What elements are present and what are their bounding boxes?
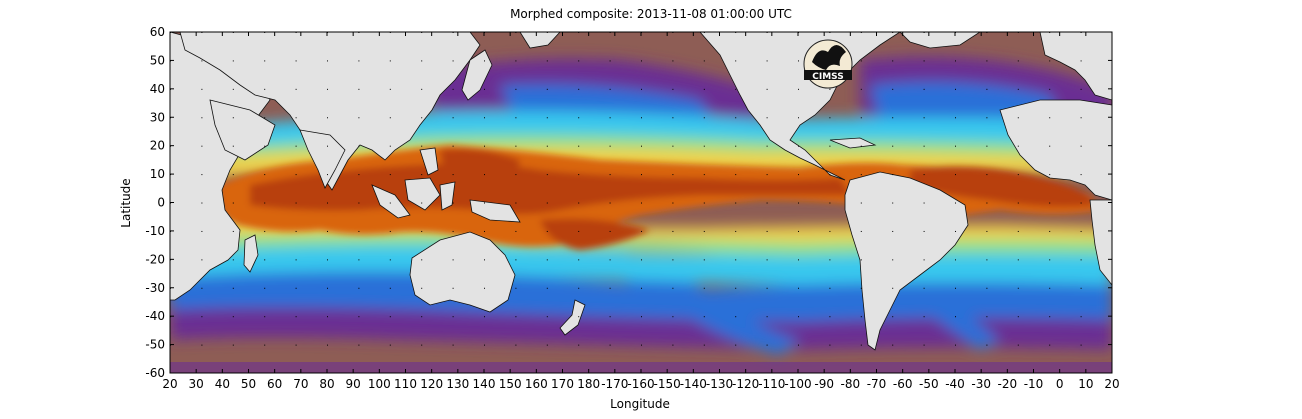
y-tick-label: 60	[150, 25, 165, 39]
x-tick-label: -60	[893, 377, 913, 391]
y-axis-ticks: 60 50 40 30 20 10 0 -10 -20 -30 -40 -50 -60	[145, 25, 1112, 380]
x-tick-label: -150	[654, 377, 681, 391]
x-tick-label: 120	[420, 377, 443, 391]
x-tick-label: -50	[919, 377, 939, 391]
x-tick-label: 140	[473, 377, 496, 391]
y-tick-label: -30	[145, 281, 165, 295]
x-tick-label: 60	[267, 377, 282, 391]
x-tick-label: -100	[784, 377, 811, 391]
x-tick-label: -30	[971, 377, 991, 391]
x-tick-label: -80	[841, 377, 861, 391]
plot-area: CIMSS	[170, 32, 1112, 373]
x-tick-label: 20	[1104, 377, 1119, 391]
x-tick-label: 110	[394, 377, 417, 391]
x-tick-label: 70	[293, 377, 308, 391]
x-tick-label: 30	[189, 377, 204, 391]
x-tick-label: 80	[319, 377, 334, 391]
x-tick-label: 150	[499, 377, 522, 391]
x-tick-label: -110	[758, 377, 785, 391]
x-tick-label: -70	[867, 377, 887, 391]
x-tick-label: -10	[1024, 377, 1044, 391]
y-tick-label: -60	[145, 366, 165, 380]
x-tick-label: 50	[241, 377, 256, 391]
x-tick-label: 10	[1078, 377, 1093, 391]
x-tick-label: 130	[446, 377, 469, 391]
x-axis-label: Longitude	[610, 397, 670, 411]
y-tick-label: -10	[145, 224, 165, 238]
graticule-dots	[170, 32, 1112, 373]
y-tick-label: 40	[150, 82, 165, 96]
x-axis-ticks: 20 30 40 50 60 70 80 90 100 110 120 130 140 150 160 170…	[162, 32, 1120, 391]
x-tick-label: 170	[551, 377, 574, 391]
x-tick-label: 160	[525, 377, 548, 391]
cimss-logo-text: CIMSS	[812, 72, 843, 82]
y-tick-label: 20	[150, 139, 165, 153]
x-tick-label: 180	[577, 377, 600, 391]
y-tick-label: -20	[145, 252, 165, 266]
y-tick-label: 10	[150, 167, 165, 181]
x-tick-label: -170	[601, 377, 628, 391]
chart-title: Morphed composite: 2013-11-08 01:00:00 U…	[510, 7, 792, 21]
x-tick-label: 90	[346, 377, 361, 391]
x-tick-label: -40	[945, 377, 965, 391]
x-tick-label: 100	[368, 377, 391, 391]
x-tick-label: -20	[998, 377, 1018, 391]
y-tick-label: 30	[150, 110, 165, 124]
y-tick-label: -50	[145, 338, 165, 352]
cimss-logo: CIMSS	[803, 39, 853, 89]
x-tick-label: -160	[627, 377, 654, 391]
x-tick-label: 40	[215, 377, 230, 391]
x-tick-label: 20	[162, 377, 177, 391]
x-tick-label: 0	[1056, 377, 1064, 391]
y-tick-label: -40	[145, 309, 165, 323]
y-tick-label: 0	[157, 196, 165, 210]
y-tick-label: 50	[150, 53, 165, 67]
x-tick-label: -140	[680, 377, 707, 391]
x-tick-label: -120	[732, 377, 759, 391]
x-tick-label: -130	[706, 377, 733, 391]
x-tick-label: -90	[814, 377, 834, 391]
